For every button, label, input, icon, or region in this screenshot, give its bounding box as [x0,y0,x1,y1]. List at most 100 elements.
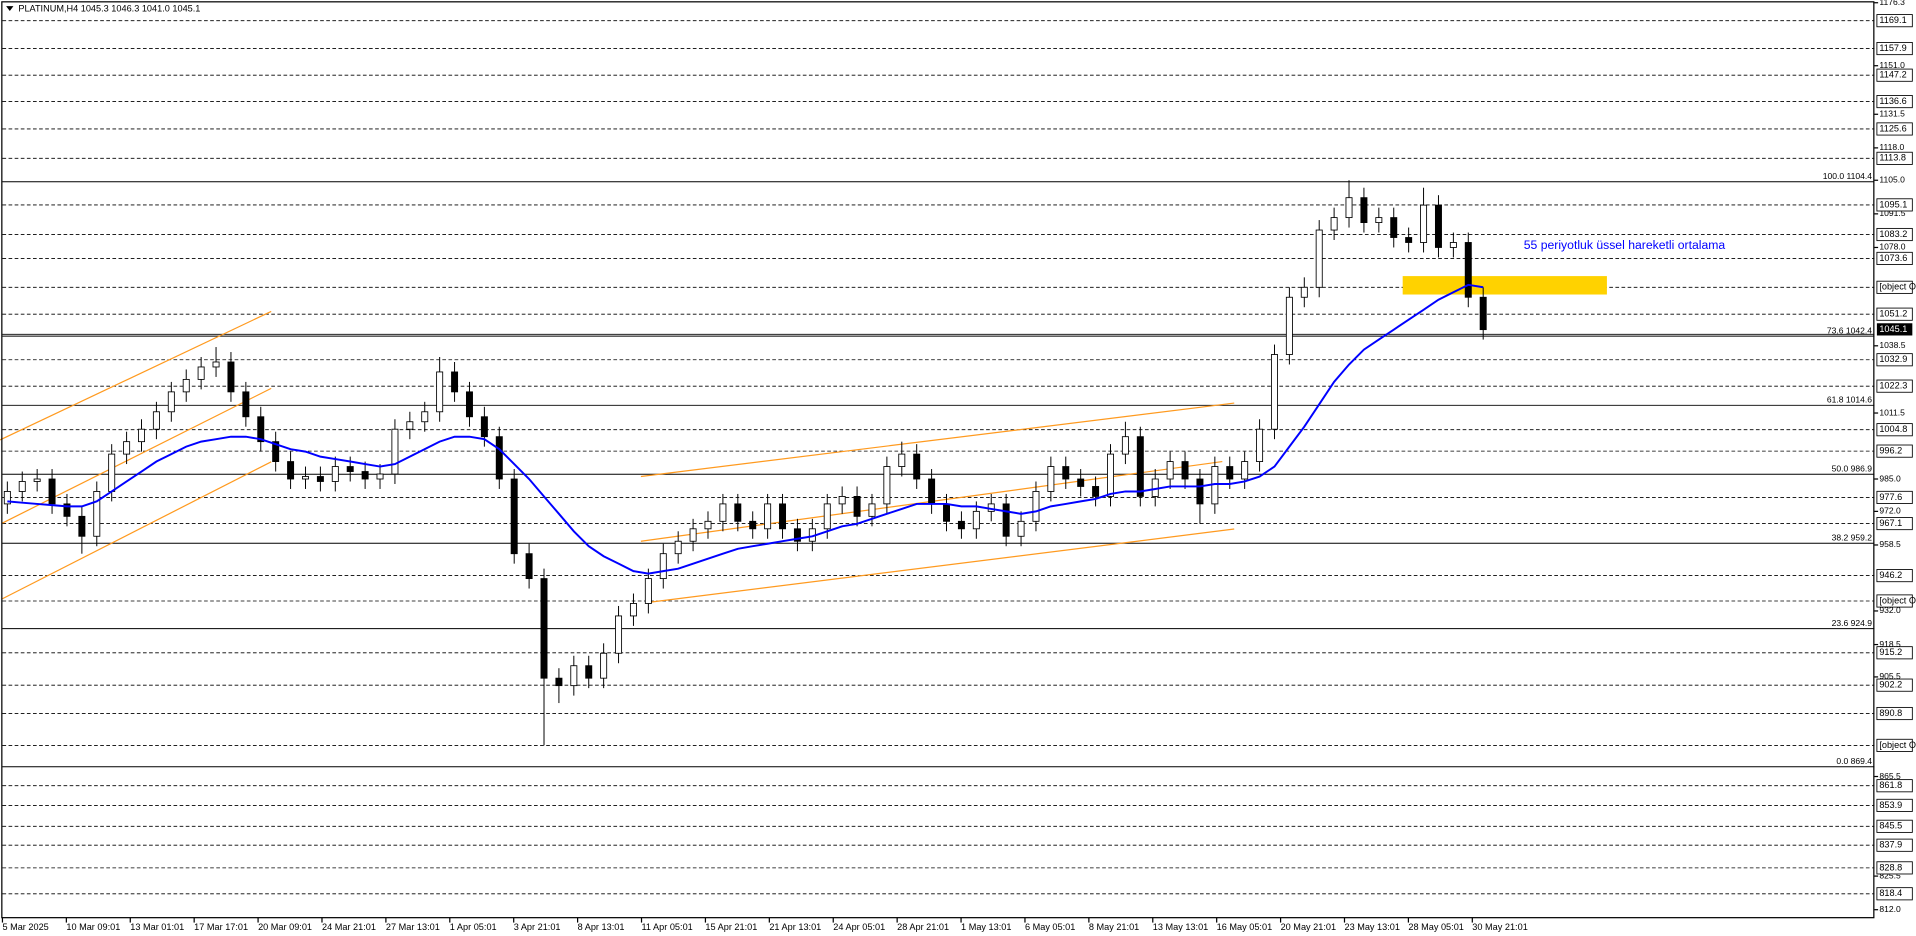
level-label-box [1876,307,1913,321]
x-tick-label: 11 Apr 05:01 [642,922,693,932]
header-arrow [6,6,14,11]
level-label-box [1876,861,1913,875]
candle-body [629,603,637,617]
level-label-box [1876,569,1913,583]
candle-body [764,503,772,530]
y-tick-label: 972.0 [1879,506,1901,516]
x-tick-label: 28 Apr 21:01 [897,922,949,932]
candle-body [182,378,190,393]
chart-title: PLATINUM,H4 1045.3 1046.3 1041.0 1045.1 [18,4,200,14]
level-label: 853.9 [1879,800,1902,810]
candle-body [1360,197,1368,223]
level-label: 818.4 [1879,888,1902,898]
level-label: 861.8 [1879,780,1902,790]
level-label-box [1876,227,1913,242]
y-tick-label: 1105.0 [1879,175,1905,185]
y-tick-label: 1038.5 [1879,340,1905,350]
level-label-box [1876,42,1913,56]
candle-body [108,453,116,492]
ema-line [7,283,1484,575]
candle-body [465,391,473,418]
y-tick-label: 1091.5 [1879,208,1905,218]
level-label: 845.5 [1879,821,1902,831]
x-tick-label: 20 Mar 09:01 [258,922,312,932]
level-label-box [1876,14,1913,28]
candle-body [1449,242,1457,248]
candle-body [1285,296,1293,355]
x-tick-label: 20 May 21:01 [1281,922,1336,932]
level-label-box [1876,490,1913,504]
level-label: 967.1 [1879,518,1902,528]
candle-body [585,665,593,679]
level-label: 902.2 [1879,680,1902,690]
candle-body [391,428,399,475]
candle-body [480,416,488,438]
level-label-box [1876,68,1913,82]
level-label: 1022.3 [1879,381,1907,391]
last-price-box [1876,323,1913,336]
marks-layer [0,180,1607,746]
y-tick-label: 1131.5 [1879,109,1905,119]
candle-body [1121,436,1129,455]
level-label-box [1876,517,1913,531]
candle-body [421,411,429,423]
candle-body [823,503,831,530]
level-label-box [1876,819,1913,833]
candle-body [451,371,459,393]
candle-body [495,436,503,480]
candle-body [78,515,86,537]
x-tick-label: 24 Mar 21:01 [322,922,376,932]
candle-body [376,473,384,480]
candle-body [167,391,175,413]
y-tick-label: 825.5 [1879,870,1901,880]
level-label: [object Object] [1879,595,1916,605]
candle-body [316,476,324,482]
level-label-box [1876,887,1913,901]
candle-body [689,528,697,542]
candle-body [1196,478,1204,505]
candle-body [33,478,41,482]
candle-body [510,478,518,555]
candle-body [18,481,26,492]
level-label-box [1876,444,1913,458]
level-label-box [1876,678,1913,692]
trendline [640,402,1235,478]
candle-body [63,503,71,517]
level-label-box [1876,353,1913,367]
candle-body [913,453,921,480]
candle-body [152,411,160,430]
x-tick-label: 27 Mar 13:01 [386,922,440,932]
level-label: 828.8 [1879,862,1902,872]
level-label: 1157.9 [1879,43,1906,53]
y-tick-label: 1011.5 [1879,407,1905,417]
level-label: 1169.1 [1879,15,1906,25]
x-tick-label: 1 May 13:01 [961,922,1011,932]
x-tick-label: 3 Apr 21:01 [514,922,561,932]
candle-body [1345,197,1353,219]
candle-body [570,665,578,687]
candle-body [257,416,265,443]
trendline [0,310,272,441]
candle-body [1315,229,1323,288]
candle-body [555,677,563,687]
candle-body [3,491,11,505]
last-price-label: 1045.1 [1879,324,1907,334]
trendline [2,387,272,524]
level-label: 1113.8 [1879,153,1906,163]
candle-body [898,453,906,467]
candle-body [242,391,250,418]
level-label-box [1876,95,1913,109]
y-tick-label: 1176.3 [1879,0,1905,7]
candle-body [1405,237,1413,243]
zone [1402,276,1607,295]
x-tick-label: 10 Mar 09:01 [66,922,120,932]
candle-body [600,652,608,679]
fib-label: 50.0 986.9 [1832,464,1873,474]
candle-body [615,615,623,654]
candle-body [1062,466,1070,480]
level-label: 1004.8 [1879,424,1907,434]
level-label: 1125.6 [1879,123,1906,133]
level-label-box [1876,646,1913,660]
